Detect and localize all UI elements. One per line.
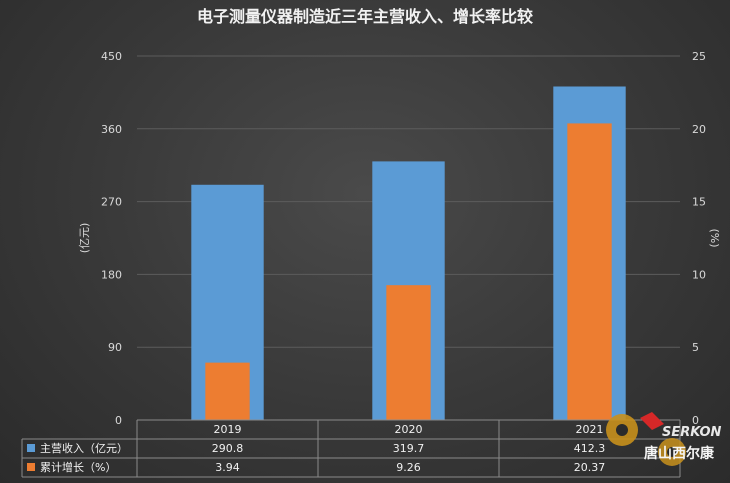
right-axis-ticks: 0 5 10 15 20 25: [692, 50, 706, 427]
legend-swatch: [27, 444, 35, 452]
bars: [191, 86, 626, 420]
chart-title: 电子测量仪器制造近三年主营收入、增长率比较: [197, 7, 533, 26]
watermark: SERKON 唐山西尔康: [606, 412, 722, 466]
y-tick-label: 450: [101, 50, 122, 63]
data-table-value: 3.94: [215, 461, 240, 474]
y-tick-label: 90: [108, 341, 122, 354]
bar-growth-rate: [205, 362, 250, 420]
category-label: 2021: [576, 423, 604, 436]
gear-logo-icon: [606, 412, 686, 466]
left-axis-ticks: 0 90 180 270 360 450: [101, 50, 122, 427]
watermark-text: 唐山西尔康: [644, 445, 715, 462]
y2-axis-label: (%): [708, 228, 721, 247]
legend-swatch: [27, 463, 35, 471]
watermark-brand: SERKON: [662, 425, 722, 440]
bar-growth-rate: [567, 123, 612, 420]
data-table-value: 412.3: [574, 442, 606, 455]
y-tick-label: 0: [115, 414, 122, 427]
category-label: 2019: [214, 423, 242, 436]
bar-growth-rate: [386, 285, 431, 420]
data-table-value: 9.26: [396, 461, 421, 474]
y2-tick-label: 25: [692, 50, 706, 63]
y2-tick-label: 20: [692, 123, 706, 136]
category-label: 2020: [395, 423, 423, 436]
data-table-value: 20.37: [574, 461, 606, 474]
y-tick-label: 360: [101, 123, 122, 136]
legend-label: 累计增长（%）: [40, 460, 116, 474]
data-table-value: 290.8: [212, 442, 244, 455]
y-tick-label: 270: [101, 196, 122, 209]
y-axis-label: (亿元): [78, 223, 91, 254]
y-tick-label: 180: [101, 268, 122, 281]
y2-tick-label: 10: [692, 268, 706, 281]
legend-label: 主营收入（亿元）: [40, 441, 128, 455]
data-table-value: 319.7: [393, 442, 425, 455]
data-table: 2019 2020 2021 主营收入（亿元） 290.8 319.7 412.3 累计增长（…: [21, 419, 681, 478]
y2-tick-label: 0: [692, 414, 699, 427]
y2-tick-label: 5: [692, 341, 699, 354]
y2-tick-label: 15: [692, 196, 706, 209]
